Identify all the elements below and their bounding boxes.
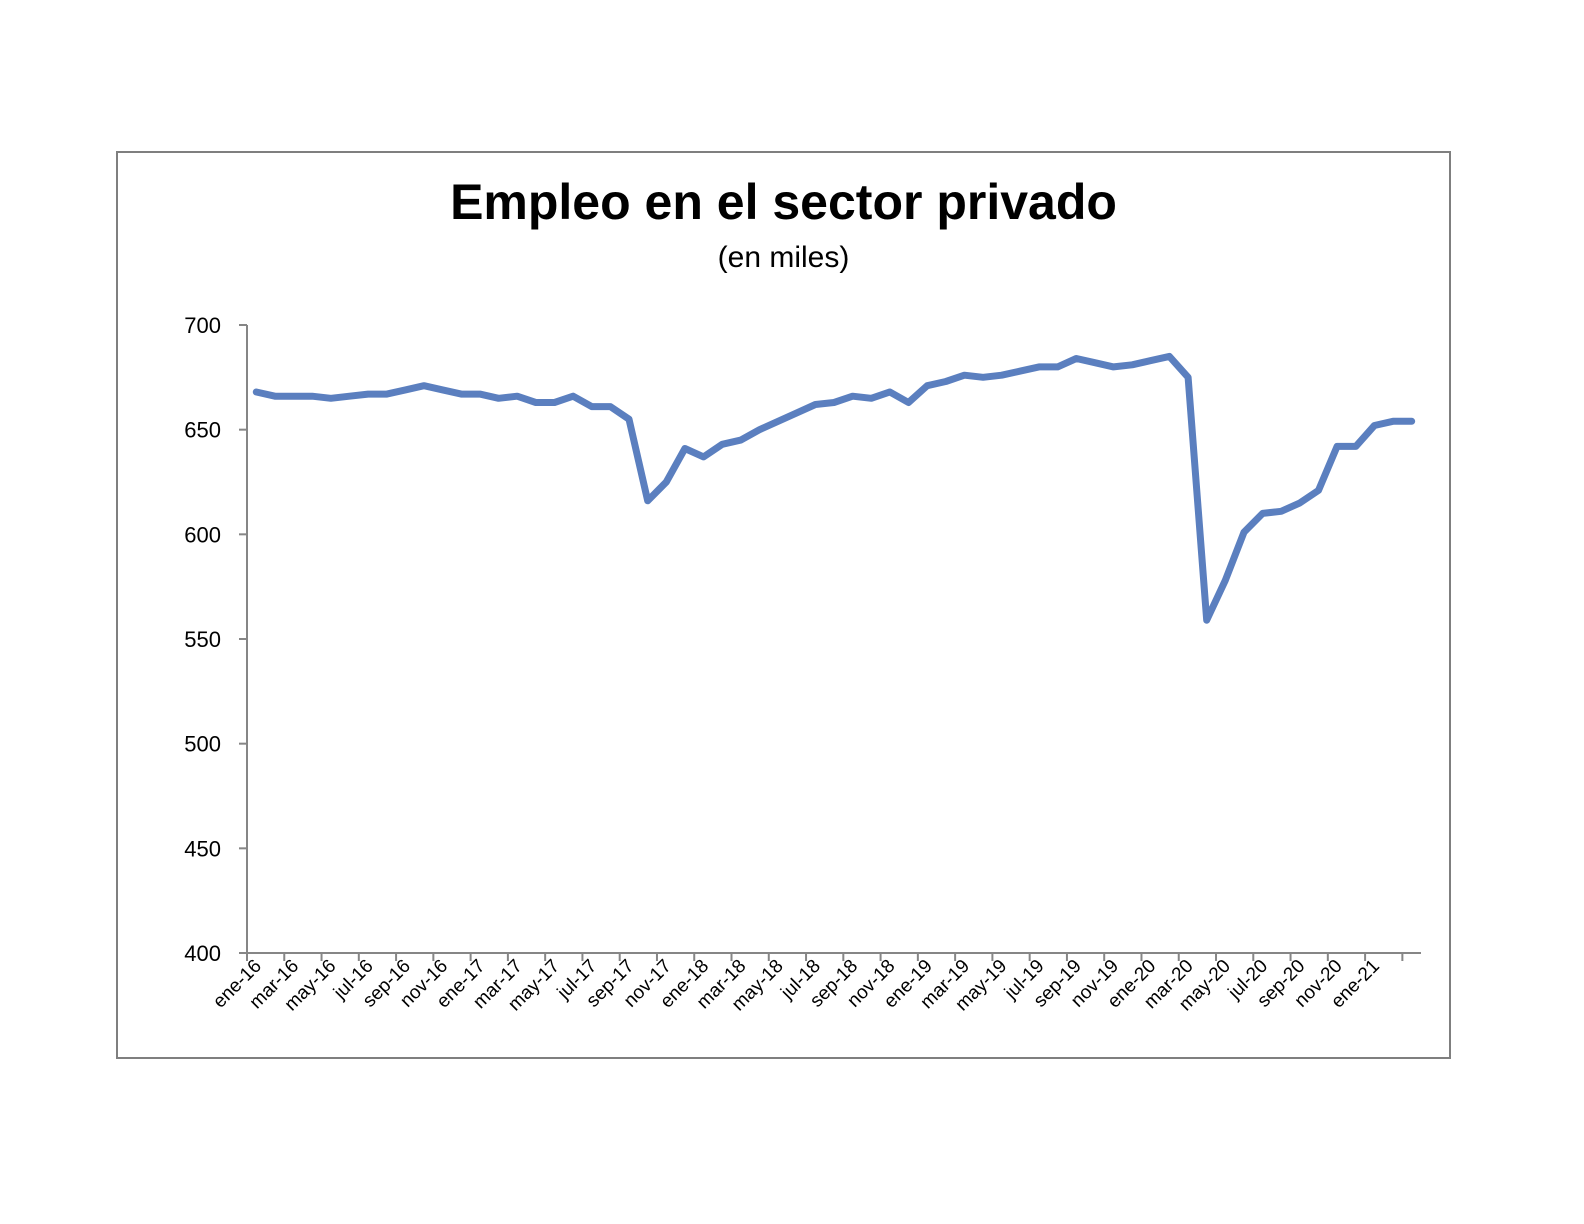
line-chart: 400450500550600650700ene-16mar-16may-16j… — [184, 313, 1421, 1015]
y-tick-label: 600 — [184, 522, 221, 547]
chart-subtitle: (en miles) — [717, 241, 850, 274]
y-tick-label: 500 — [184, 732, 221, 757]
y-tick-label: 400 — [184, 941, 221, 966]
series-line — [252, 352, 1416, 624]
chart-title: Empleo en el sector privado — [450, 174, 1117, 230]
y-tick-label: 700 — [184, 313, 221, 338]
y-tick-label: 550 — [184, 627, 221, 652]
y-tick-label: 450 — [184, 836, 221, 861]
chart-frame: Empleo en el sector privado (en miles) 4… — [116, 151, 1451, 1059]
y-tick-label: 650 — [184, 418, 221, 443]
